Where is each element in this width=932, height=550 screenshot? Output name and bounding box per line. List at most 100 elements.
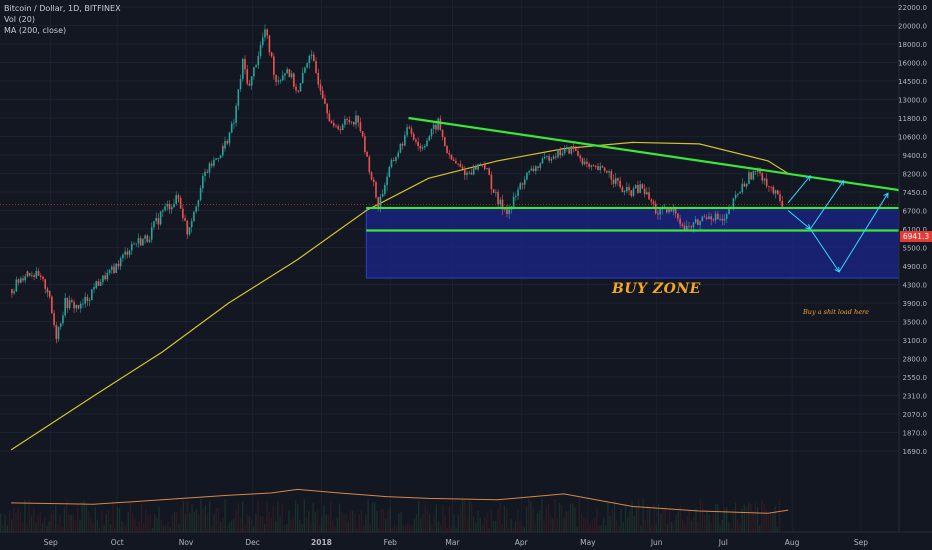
candle-body xyxy=(166,204,169,207)
price-tick-label: 22000.0 xyxy=(898,4,927,12)
volume-bar xyxy=(730,527,732,532)
candle-body xyxy=(779,194,781,201)
volume-bar xyxy=(431,524,433,532)
candle-body xyxy=(705,217,708,220)
candle-body xyxy=(288,69,291,78)
candle-body xyxy=(608,171,610,173)
last-price-tag: 6941.3 xyxy=(900,231,932,242)
candle-body xyxy=(444,137,446,147)
volume-bar xyxy=(759,525,761,532)
volume-bar xyxy=(363,525,365,532)
candle-body xyxy=(641,184,644,189)
volume-bar xyxy=(455,527,457,532)
candle-body xyxy=(119,258,122,267)
time-axis[interactable] xyxy=(0,532,932,550)
time-tick-label: May xyxy=(580,538,596,547)
volume-bar xyxy=(519,520,521,532)
volume-bar xyxy=(490,509,492,532)
candle-body xyxy=(257,55,260,66)
volume-bar xyxy=(609,515,611,532)
symbol-legend[interactable]: Bitcoin / Dollar, 1D, BITFINEX xyxy=(4,4,121,13)
volume-bar xyxy=(68,514,70,532)
ma-200-line xyxy=(10,141,789,451)
candle-body xyxy=(699,221,701,225)
volume-bar xyxy=(59,514,61,532)
candle-body xyxy=(142,238,144,246)
candle-body xyxy=(370,172,373,180)
volume-bar xyxy=(442,505,444,532)
volume-bar xyxy=(103,525,105,532)
volume-bar xyxy=(552,518,554,532)
candle-body xyxy=(57,326,60,339)
volume-bar xyxy=(156,517,158,532)
volume-bar xyxy=(435,504,437,532)
volume-bar xyxy=(712,512,715,532)
candle-body xyxy=(250,76,253,86)
time-tick-label: Sep xyxy=(44,538,58,547)
volume-bar xyxy=(231,521,233,532)
moving-average-line xyxy=(10,141,789,451)
candle-body xyxy=(286,69,288,74)
volume-bar xyxy=(160,519,162,532)
volume-bar xyxy=(6,525,8,532)
price-tick-label: 2070.0 xyxy=(903,411,928,419)
volume-bar xyxy=(499,502,501,532)
candle-body xyxy=(466,172,468,176)
ma-legend[interactable]: MA (200, close) xyxy=(4,26,67,35)
candle-body xyxy=(113,268,115,273)
candle-body xyxy=(377,197,379,209)
price-tick-label: 1690.0 xyxy=(903,448,928,456)
volume-bar xyxy=(90,518,92,532)
candle-body xyxy=(488,168,490,175)
candle-body xyxy=(19,278,22,283)
candle-body xyxy=(668,208,670,213)
volume-bar xyxy=(523,527,525,532)
volume-bar xyxy=(492,520,495,532)
candle-body xyxy=(397,152,399,158)
volume-bar xyxy=(424,504,426,532)
candle-body xyxy=(532,168,535,172)
candle-body xyxy=(71,300,73,302)
candle-body xyxy=(457,163,459,165)
candle-body xyxy=(177,195,180,198)
candle-body xyxy=(659,209,661,215)
candle-body xyxy=(763,178,766,181)
candle-body xyxy=(326,103,328,114)
candle-body xyxy=(102,275,104,282)
volume-bar xyxy=(644,520,646,532)
candle-body xyxy=(111,266,113,270)
candle-body xyxy=(386,176,388,186)
candle-body xyxy=(630,190,633,196)
candle-body xyxy=(202,176,204,189)
volume-bar xyxy=(761,500,763,532)
candle-body xyxy=(506,208,508,214)
candle-body xyxy=(395,157,397,161)
volume-bar xyxy=(444,516,446,532)
candle-body xyxy=(674,207,677,214)
volume-bar xyxy=(314,512,316,532)
candle-body xyxy=(88,300,91,301)
price-axis[interactable] xyxy=(899,0,932,532)
candle-body xyxy=(446,146,448,154)
volume-bar xyxy=(30,515,33,532)
candle-body xyxy=(301,72,304,84)
time-axis-labels: Sep Oct Nov Dec 2018 Feb Mar Apr May Jun Jul Aug Sep xyxy=(44,538,869,547)
volume-bar xyxy=(418,501,420,532)
volume-bar xyxy=(506,508,508,532)
volume-bar xyxy=(228,522,231,532)
volume-bar xyxy=(400,512,402,532)
volume-bar xyxy=(96,519,99,532)
volume-bar xyxy=(719,525,721,532)
candle-body xyxy=(670,208,673,212)
volume-bar xyxy=(204,505,206,532)
candle-body xyxy=(539,163,542,168)
volume-bar xyxy=(547,504,550,532)
volume-bar xyxy=(495,520,497,532)
candle-body xyxy=(264,29,266,38)
volume-bar xyxy=(200,498,202,532)
volume-bar xyxy=(429,514,431,532)
volume-legend[interactable]: Vol (20) xyxy=(4,15,35,24)
volume-bar xyxy=(250,518,253,532)
candle-body xyxy=(601,166,604,168)
